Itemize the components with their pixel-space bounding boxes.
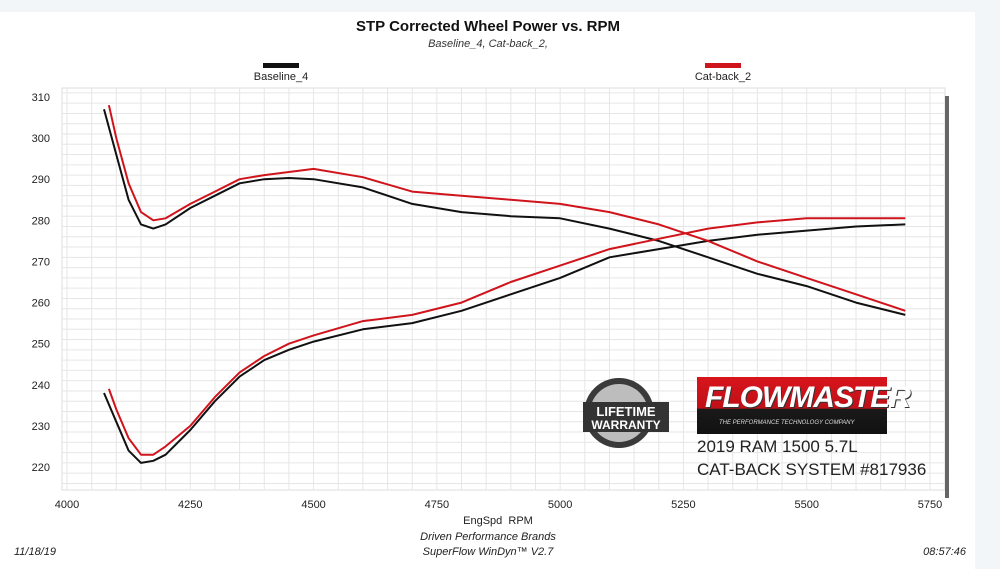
series-line-baseline-4 [103, 223, 906, 464]
y-tick-label: 220 [32, 462, 50, 474]
svg-text:LIFETIME: LIFETIME [596, 404, 656, 419]
product-text: CAT-BACK SYSTEM #817936 [697, 460, 927, 479]
chart-title: STP Corrected Wheel Power vs. RPM [356, 18, 620, 35]
y-tick-label: 240 [32, 380, 50, 392]
x-tick-label: 4500 [301, 499, 325, 511]
x-tick-label: 5000 [548, 499, 572, 511]
x-tick-label: 4750 [425, 499, 449, 511]
legend-label: Cat-back_2 [695, 71, 751, 83]
y-tick-label: 250 [32, 339, 50, 351]
legend-label: Baseline_4 [254, 71, 308, 83]
series-line-cat-back-2 [107, 104, 906, 312]
footer-date: 11/18/19 [14, 546, 56, 558]
plot-shadow [945, 96, 949, 498]
x-axis-label: EngSpd RPM [463, 515, 533, 527]
x-tick-label: 5750 [918, 499, 942, 511]
y-tick-label: 230 [32, 421, 50, 433]
y-tick-label: 290 [32, 174, 50, 186]
y-tick-label: 280 [32, 215, 50, 227]
legend-swatch [263, 63, 299, 68]
footer-time: 08:57:46 [923, 546, 967, 558]
x-tick-label: 5500 [794, 499, 818, 511]
x-tick-label: 4000 [55, 499, 79, 511]
legend-swatch [705, 63, 741, 68]
x-tick-label: 4250 [178, 499, 202, 511]
y-tick-label: 270 [32, 256, 50, 268]
flowmaster-logo: FLOWMASTER THE PERFORMANCE TECHNOLOGY CO… [697, 377, 911, 434]
series-line-cat-back-2 [107, 217, 906, 456]
lifetime-warranty-badge: LIFETIME WARRANTY [583, 376, 688, 450]
footer-software: SuperFlow WinDyn™ V2.7 [423, 546, 555, 558]
chart-subtitle: Baseline_4, Cat-back_2, [428, 38, 548, 50]
series-line-baseline-4 [103, 109, 906, 316]
y-tick-label: 260 [32, 298, 50, 310]
vehicle-text: 2019 RAM 1500 5.7L [697, 437, 858, 456]
x-tick-label: 5250 [671, 499, 695, 511]
footer-company: Driven Performance Brands [420, 531, 556, 543]
y-tick-label: 300 [32, 133, 50, 145]
svg-text:WARRANTY: WARRANTY [591, 418, 660, 432]
y-tick-label: 310 [32, 92, 50, 104]
